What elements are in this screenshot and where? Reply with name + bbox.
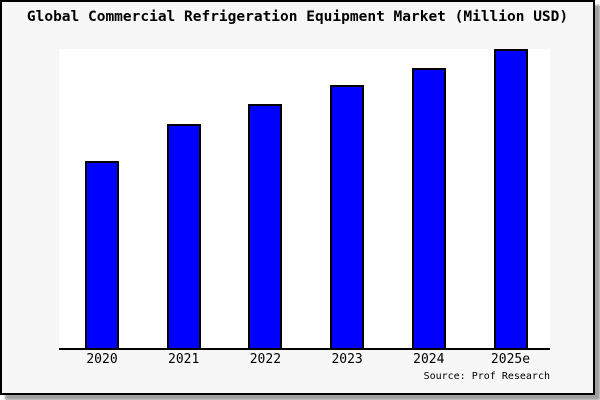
bar-2024 <box>411 68 446 348</box>
source-label: Source: Prof Research <box>423 371 550 382</box>
x-tick-label-2021: 2021 <box>168 352 200 367</box>
plot-area <box>59 49 550 350</box>
bar-2021 <box>166 124 201 348</box>
bar-2025e <box>493 49 528 348</box>
bar-2020 <box>85 161 119 348</box>
bar-2022 <box>248 104 283 348</box>
x-tick-label-2023: 2023 <box>331 352 363 367</box>
x-tick-label-2024: 2024 <box>413 352 445 367</box>
x-tick-label-2020: 2020 <box>86 352 118 367</box>
x-tick-label-2022: 2022 <box>249 352 282 367</box>
x-tick-label-2025e: 2025e <box>490 352 531 367</box>
bar-2023 <box>330 85 365 348</box>
chart-frame: Global Commercial Refrigeration Equipmen… <box>0 0 595 395</box>
chart-title: Global Commercial Refrigeration Equipmen… <box>26 9 569 25</box>
